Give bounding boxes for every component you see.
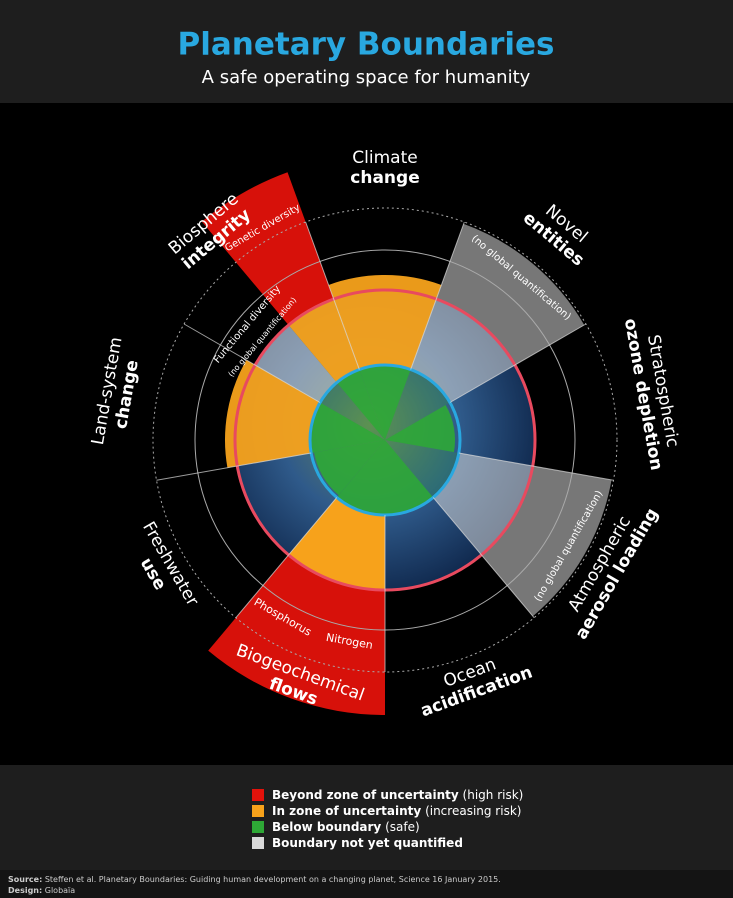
legend-bold: Below boundary bbox=[272, 820, 381, 834]
wedge-safe bbox=[385, 369, 450, 440]
legend-text: (high risk) bbox=[463, 788, 524, 802]
wedge-red bbox=[208, 554, 385, 715]
legend: Beyond zone of uncertainty (high risk) In… bbox=[252, 788, 523, 850]
legend-swatch bbox=[252, 837, 264, 849]
wedge-safe bbox=[385, 440, 459, 498]
design: Design: Globaïa bbox=[8, 886, 75, 895]
divider bbox=[305, 221, 360, 370]
source-label: Source: bbox=[8, 875, 42, 884]
wedge-safe bbox=[359, 365, 411, 440]
wedge-safe bbox=[314, 440, 385, 496]
legend-text: (increasing risk) bbox=[425, 804, 521, 818]
ring-dotted bbox=[152, 207, 618, 673]
divider bbox=[432, 497, 535, 619]
source-text: Steffen et al. Planetary Boundaries: Gui… bbox=[45, 875, 501, 884]
source: Source: Steffen et al. Planetary Boundar… bbox=[8, 875, 501, 884]
subtitle: A safe operating space for humanity bbox=[202, 67, 531, 88]
wedge-safe bbox=[385, 440, 434, 515]
legend-swatch bbox=[252, 789, 264, 801]
divider bbox=[449, 323, 587, 403]
divider bbox=[156, 452, 312, 481]
wedge-safe bbox=[336, 440, 385, 515]
wedge-safe bbox=[320, 382, 385, 440]
divider bbox=[183, 323, 321, 403]
wedge-outer bbox=[255, 325, 337, 403]
divider bbox=[410, 221, 465, 370]
boundary-label: Climate bbox=[352, 148, 417, 168]
wedge-outer bbox=[410, 223, 585, 403]
divider bbox=[235, 497, 338, 619]
design-text: Globaïa bbox=[45, 886, 76, 895]
wedge-outer bbox=[288, 299, 360, 383]
footer-bg bbox=[0, 870, 733, 898]
wedge-yellow bbox=[288, 497, 385, 590]
design-label: Design: bbox=[8, 886, 42, 895]
legend-swatch bbox=[252, 805, 264, 817]
wedge-red bbox=[201, 172, 334, 326]
wedge-safe bbox=[385, 405, 456, 453]
wedge-outer bbox=[225, 360, 321, 468]
wedge-safe bbox=[310, 402, 385, 454]
boundary-label-bold: change bbox=[350, 168, 419, 188]
legend-bold: In zone of uncertainty bbox=[272, 804, 421, 818]
legend-swatch bbox=[252, 821, 264, 833]
title: Planetary Boundaries bbox=[178, 27, 555, 63]
legend-item: In zone of uncertainty (increasing risk) bbox=[272, 804, 521, 818]
legend-item: Below boundary (safe) bbox=[272, 820, 420, 834]
legend-text: (safe) bbox=[385, 820, 420, 834]
wedge-safe bbox=[336, 369, 385, 440]
legend-bg bbox=[0, 765, 733, 870]
header-bg bbox=[0, 0, 733, 103]
wedge-outer bbox=[328, 275, 442, 370]
legend-bold: Beyond zone of uncertainty bbox=[272, 788, 459, 802]
legend-bold: Boundary not yet quantified bbox=[272, 836, 463, 850]
legend-item: Boundary not yet quantified bbox=[272, 836, 463, 850]
legend-item: Beyond zone of uncertainty (high risk) bbox=[272, 788, 523, 802]
divider bbox=[458, 452, 614, 481]
wheel: ClimatechangeNovelentitiesStratospherico… bbox=[88, 148, 682, 721]
